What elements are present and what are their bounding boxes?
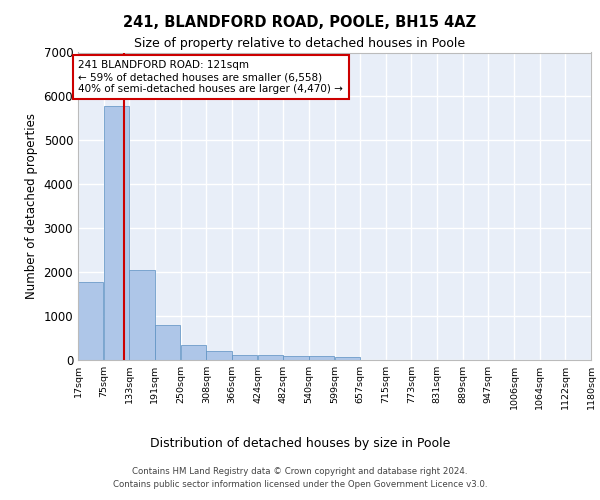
Bar — [155, 325, 180, 360]
Bar — [232, 354, 257, 360]
Text: 241, BLANDFORD ROAD, POOLE, BH15 4AZ: 241, BLANDFORD ROAD, POOLE, BH15 4AZ — [124, 15, 476, 30]
Bar — [283, 356, 308, 360]
Text: Distribution of detached houses by size in Poole: Distribution of detached houses by size … — [150, 437, 450, 450]
Text: Size of property relative to detached houses in Poole: Size of property relative to detached ho… — [134, 38, 466, 51]
Bar — [206, 351, 232, 360]
Text: Contains public sector information licensed under the Open Government Licence v3: Contains public sector information licen… — [113, 480, 487, 489]
Bar — [104, 106, 129, 360]
Text: 241 BLANDFORD ROAD: 121sqm
← 59% of detached houses are smaller (6,558)
40% of s: 241 BLANDFORD ROAD: 121sqm ← 59% of deta… — [79, 60, 343, 94]
Y-axis label: Number of detached properties: Number of detached properties — [25, 114, 38, 299]
Bar — [78, 282, 103, 360]
Bar — [129, 270, 155, 360]
Bar — [257, 355, 283, 360]
Bar — [335, 356, 360, 360]
Bar — [309, 356, 334, 360]
Bar — [181, 345, 206, 360]
Text: Contains HM Land Registry data © Crown copyright and database right 2024.: Contains HM Land Registry data © Crown c… — [132, 467, 468, 476]
